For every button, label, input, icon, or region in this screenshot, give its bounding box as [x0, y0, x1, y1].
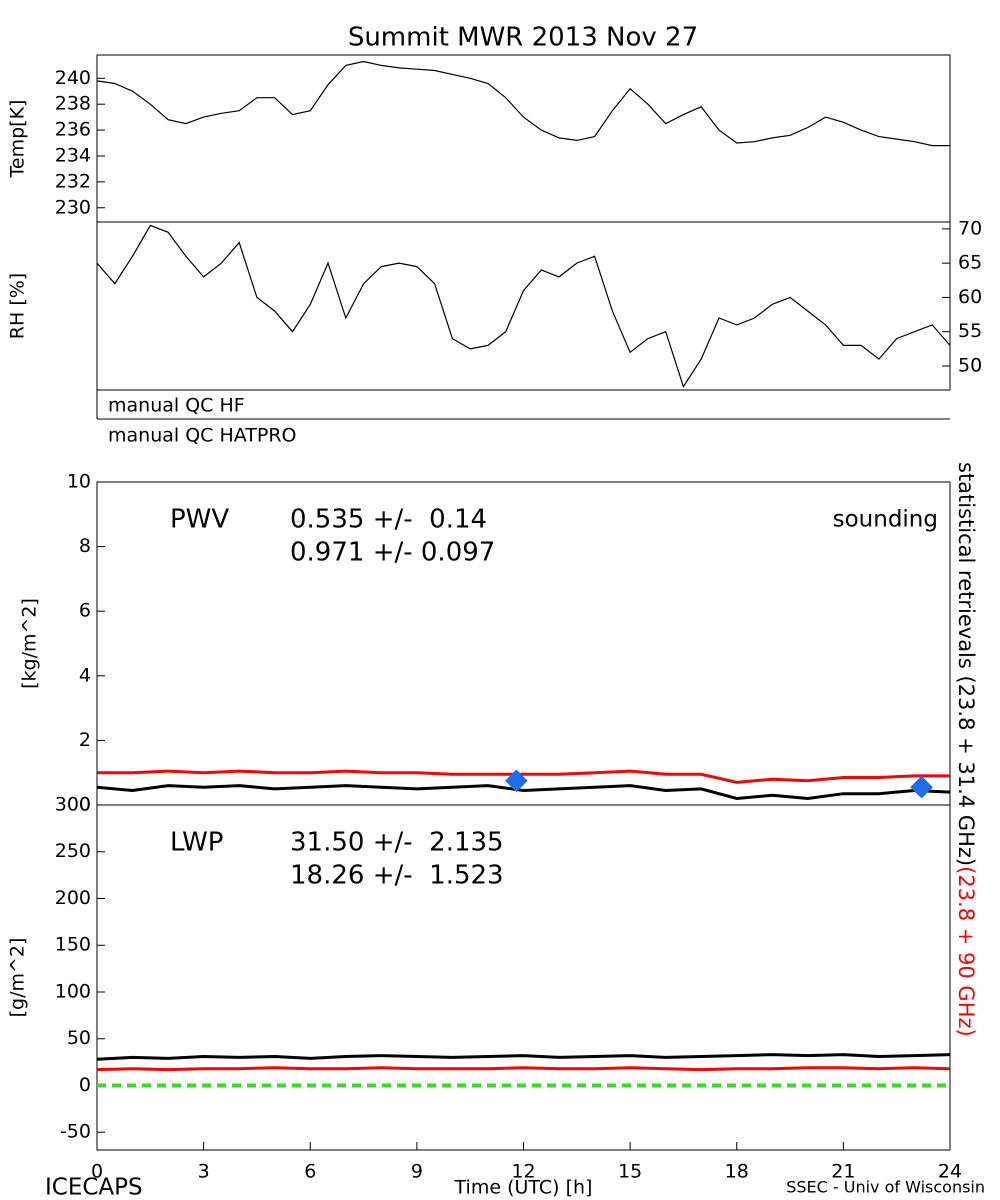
x-axis-label: Time (UTC) [h]: [454, 1177, 593, 1199]
series-line: [97, 769, 950, 784]
y-axis-label: RH [%]: [7, 273, 29, 339]
y-axis-label: [kg/m^2]: [19, 598, 41, 689]
y-tick-label: 240: [55, 67, 91, 89]
y-tick-label: 50: [67, 1027, 91, 1049]
series-line: [96, 1053, 951, 1061]
y-tick-label: 150: [55, 934, 91, 956]
y-axis-label: Temp[K]: [7, 100, 29, 179]
series-line: [96, 784, 951, 801]
y-tick-label: 232: [55, 170, 91, 192]
plot-frame: [96, 804, 951, 1151]
y-tick-label: 8: [79, 535, 91, 557]
plot-frame: [96, 221, 951, 391]
footer-left: ICECAPS: [45, 1175, 143, 1200]
panel-stat: 31.50 +/- 2.135: [290, 828, 504, 858]
x-tick-label: 21: [831, 1161, 855, 1183]
side-label: statistical retrievals (23.8 + 31.4 GHz)…: [954, 462, 978, 1037]
footer-right: SSEC - Univ of Wisconsin: [786, 1178, 985, 1197]
y-tick-label: 250: [55, 840, 91, 862]
y-tick-label: 70: [958, 217, 982, 239]
y-tick-label: 10: [67, 471, 91, 493]
y-tick-label: 65: [958, 252, 982, 274]
y-tick-label: -50: [60, 1121, 91, 1143]
x-tick-label: 24: [938, 1161, 962, 1183]
y-tick-label: 238: [55, 93, 91, 115]
y-tick-label: 100: [55, 980, 91, 1002]
y-tick-label: 6: [79, 600, 91, 622]
sounding-point: [910, 775, 933, 799]
sounding-point: [505, 769, 528, 793]
x-tick-label: 9: [411, 1161, 423, 1183]
side-label-part: statistical retrievals (23.8 + 31.4 GHz): [954, 462, 978, 866]
panel-label: LWP: [170, 828, 224, 858]
y-tick-label: 234: [55, 144, 91, 166]
y-tick-label: 50: [958, 355, 982, 377]
y-tick-label: 236: [55, 119, 91, 141]
x-tick-label: 3: [198, 1161, 210, 1183]
x-tick-label: 0: [91, 1161, 103, 1183]
y-tick-label: 230: [55, 196, 91, 218]
y-tick-label: 4: [79, 664, 91, 686]
side-label-part: (23.8 + 90 GHz): [954, 866, 978, 1037]
x-tick-label: 18: [725, 1161, 749, 1183]
y-axis-label: [g/m^2]: [7, 938, 29, 1018]
series-line: [96, 60, 950, 147]
qc-label: manual QC HF: [108, 395, 245, 417]
y-tick-label: 55: [958, 320, 982, 342]
y-tick-label: 0: [79, 1074, 91, 1096]
title: Summit MWR 2013 Nov 27: [348, 23, 698, 53]
y-tick-label: 200: [55, 887, 91, 909]
y-tick-label: 0: [79, 794, 91, 816]
plot-frame: [96, 54, 951, 223]
x-tick-label: 12: [511, 1161, 535, 1183]
x-tick-label: 15: [618, 1161, 642, 1183]
y-tick-label: 2: [79, 729, 91, 751]
y-tick-label: 300: [55, 794, 91, 816]
series-label: sounding: [833, 507, 938, 533]
y-tick-label: 60: [958, 286, 982, 308]
panel-stat: 0.971 +/- 0.097: [290, 538, 495, 568]
series-line: [96, 224, 951, 388]
series-line: [96, 1066, 951, 1072]
panel-stat: 0.535 +/- 0.14: [290, 505, 487, 535]
qc-label: manual QC HATPRO: [108, 425, 297, 447]
x-tick-label: 6: [304, 1161, 316, 1183]
panel-label: PWV: [170, 505, 229, 535]
panel-stat: 18.26 +/- 1.523: [290, 861, 504, 891]
